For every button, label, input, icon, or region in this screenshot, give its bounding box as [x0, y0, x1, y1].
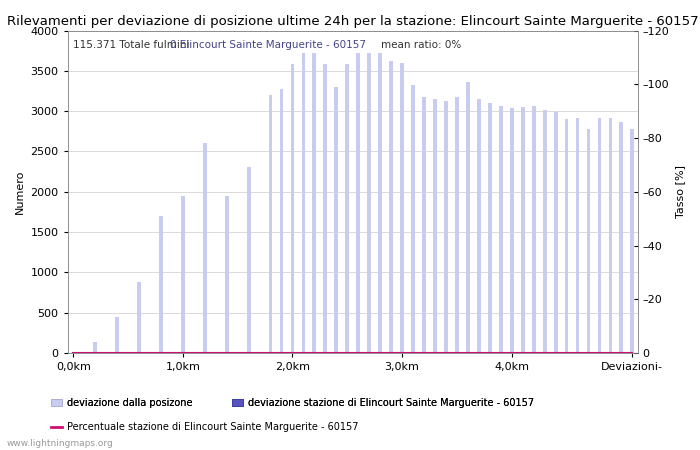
Bar	[115, 317, 119, 353]
Bar	[532, 106, 536, 353]
Bar	[323, 64, 328, 353]
Bar	[411, 85, 415, 353]
Bar	[400, 63, 404, 353]
Bar	[302, 53, 305, 353]
Y-axis label: Tasso [%]: Tasso [%]	[675, 165, 685, 218]
Title: Rilevamenti per deviazione di posizione ultime 24h per la stazione: Elincourt Sa: Rilevamenti per deviazione di posizione …	[7, 15, 699, 28]
Bar	[488, 103, 491, 353]
Bar	[378, 53, 382, 353]
Bar	[269, 95, 272, 353]
Bar	[565, 119, 568, 353]
Legend: Percentuale stazione di Elincourt Sainte Marguerite - 60157: Percentuale stazione di Elincourt Sainte…	[47, 418, 363, 436]
Bar	[422, 97, 426, 353]
Y-axis label: Numero: Numero	[15, 170, 25, 214]
Bar	[345, 64, 349, 353]
Bar	[542, 109, 547, 353]
Bar	[246, 167, 251, 353]
Bar	[598, 118, 601, 353]
Bar	[499, 106, 503, 353]
Text: 115.371 Totale fulmini: 115.371 Totale fulmini	[74, 40, 190, 50]
Bar	[444, 101, 448, 353]
Legend: deviazione dalla posizone, deviazione stazione di Elincourt Sainte Marguerite - : deviazione dalla posizone, deviazione st…	[47, 394, 538, 411]
Bar	[521, 107, 524, 353]
Bar	[203, 144, 206, 353]
Text: mean ratio: 0%: mean ratio: 0%	[382, 40, 461, 50]
Bar	[587, 129, 590, 353]
Bar	[575, 118, 580, 353]
Bar	[368, 53, 371, 353]
Bar	[290, 63, 295, 353]
Bar	[455, 97, 458, 353]
Bar	[137, 282, 141, 353]
Bar	[466, 82, 470, 353]
Bar	[225, 196, 229, 353]
Bar	[433, 99, 437, 353]
Bar	[389, 61, 393, 353]
Bar	[181, 196, 185, 353]
Bar	[554, 112, 557, 353]
Bar	[159, 216, 163, 353]
Bar	[93, 342, 97, 353]
Bar	[477, 99, 481, 353]
Bar	[510, 108, 514, 353]
Bar	[608, 117, 612, 353]
Text: 0 Elincourt Sainte Marguerite - 60157: 0 Elincourt Sainte Marguerite - 60157	[170, 40, 366, 50]
Bar	[335, 87, 338, 353]
Bar	[620, 122, 623, 353]
Text: www.lightningmaps.org: www.lightningmaps.org	[7, 439, 113, 448]
Bar	[631, 129, 634, 353]
Bar	[279, 89, 284, 353]
Bar	[312, 53, 316, 353]
Bar	[356, 53, 360, 353]
